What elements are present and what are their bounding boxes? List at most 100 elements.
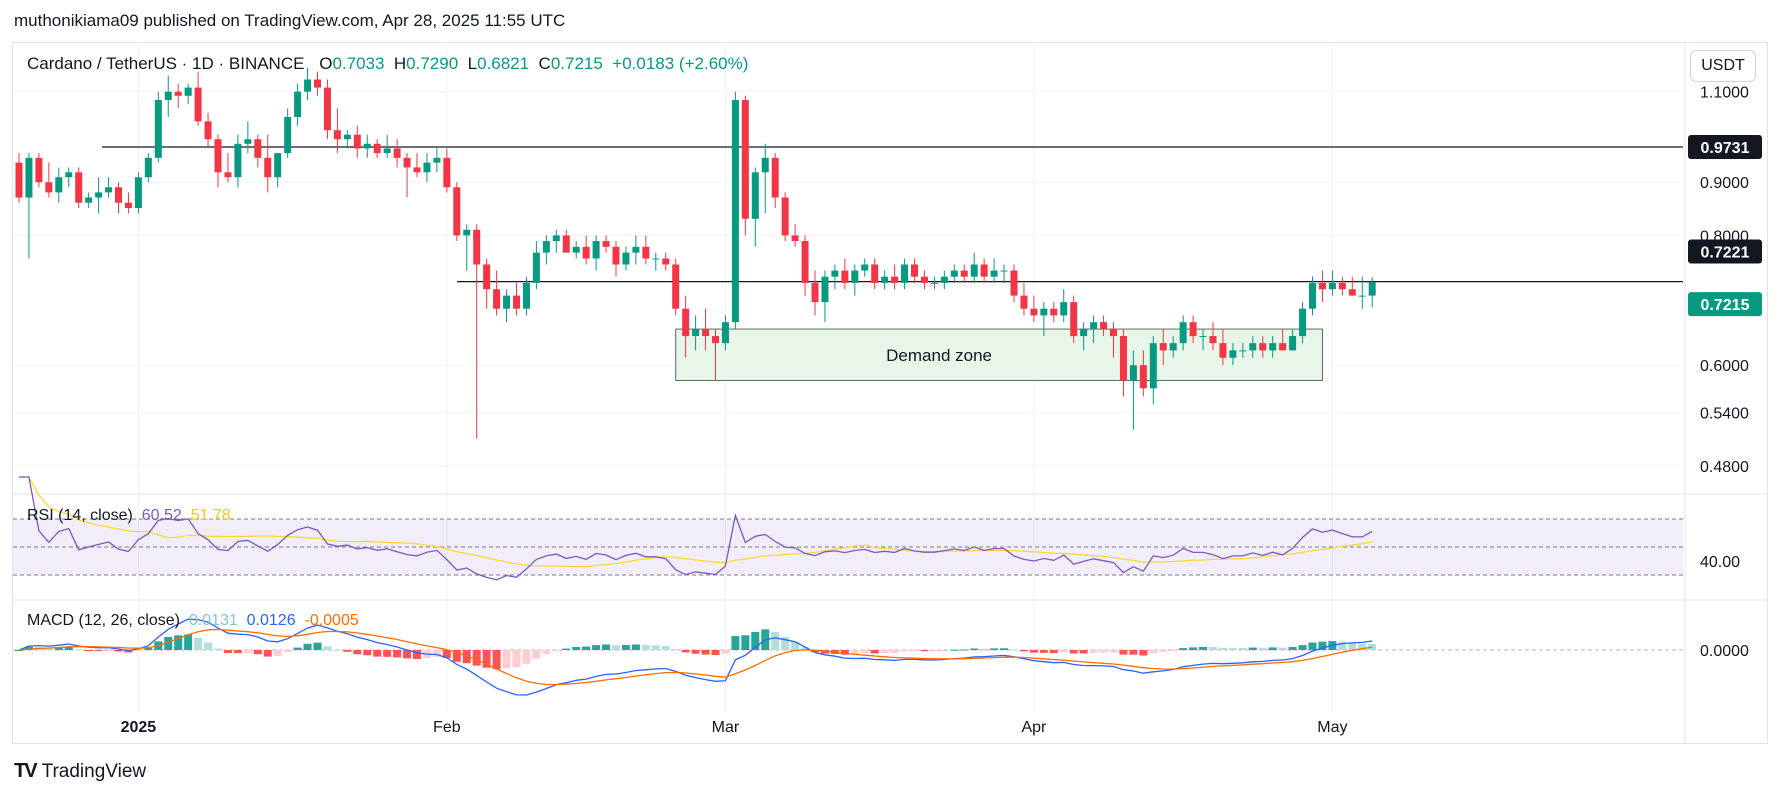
macd-hist-bar (233, 650, 242, 654)
resistance-price-badge: 0.9731 (1701, 140, 1750, 157)
macd-hist-bar (413, 650, 421, 659)
candle-body (592, 241, 600, 259)
macd-hist-bar (920, 650, 929, 652)
symbol-legend: Cardano / TetherUS · 1D · BINANCE O0.703… (27, 54, 748, 74)
rsi-ma-value: 51.78 (190, 507, 231, 524)
macd-hist-bar (1218, 647, 1227, 650)
candle-body (1050, 308, 1058, 316)
macd-hist-bar (1079, 650, 1088, 654)
candle-body (751, 172, 759, 219)
candle-body (672, 264, 680, 309)
macd-hist-bar (811, 650, 819, 653)
candle-body (821, 276, 829, 303)
tradingview-logo-icon: TV (14, 760, 38, 782)
candle-body (1020, 295, 1028, 309)
candle-body (413, 167, 421, 173)
macd-hist-bar (15, 650, 23, 651)
candle-body (164, 91, 172, 100)
macd-hist-bar (204, 642, 213, 650)
candle-body (85, 197, 93, 203)
candle-body (373, 143, 381, 154)
macd-hist-bar (1358, 643, 1367, 650)
macd-hist-bar (1368, 643, 1377, 650)
candle-body (1189, 322, 1197, 337)
close-value: 0.7215 (550, 54, 603, 73)
macd-hist-bar (492, 650, 501, 670)
candle-body (642, 246, 650, 259)
candle-body (314, 79, 321, 88)
time-tick-label: Feb (433, 719, 461, 736)
candle-body (393, 148, 401, 158)
macd-hist-bar (552, 650, 561, 651)
candle-body (45, 182, 53, 193)
candle-body (712, 336, 719, 344)
macd-value: 0.0126 (246, 612, 296, 629)
candle-body (513, 295, 520, 309)
macd-hist-bar (283, 650, 292, 653)
candle-body (1328, 282, 1336, 290)
macd-hist-bar (602, 644, 611, 650)
candle-body (323, 87, 331, 131)
time-tick-label: Apr (1021, 719, 1047, 736)
macd-hist-bar (164, 636, 173, 650)
candle-body (274, 153, 282, 178)
macd-hist-bar (383, 650, 392, 657)
candle-body (1159, 343, 1167, 351)
candle-body (761, 157, 769, 173)
macd-hist-bar (771, 631, 780, 650)
currency-button[interactable]: USDT (1690, 50, 1756, 82)
candle-body (1209, 336, 1217, 344)
last-price-badge: 0.7215 (1701, 297, 1750, 314)
candle-body (891, 276, 899, 283)
candle-body (920, 276, 928, 283)
macd-hist-bar (1298, 645, 1307, 650)
candle-body (473, 229, 481, 265)
macd-hist-bar (64, 647, 73, 650)
macd-hist-bar (363, 650, 372, 656)
candle-body (682, 308, 690, 337)
candle-body (1219, 343, 1227, 358)
demand-zone-label: Demand zone (886, 346, 992, 365)
macd-hist-bar (661, 645, 670, 650)
candle-body (443, 157, 451, 188)
macd-hist-bar (1159, 650, 1168, 652)
candle-body (970, 264, 978, 277)
candle-body (105, 187, 113, 193)
macd-hist-bar (1010, 649, 1018, 651)
macd-hist-bar (522, 650, 531, 664)
candle-body (1229, 350, 1237, 358)
macd-hist-bar (741, 635, 750, 650)
candle-body (960, 270, 968, 277)
candle-body (244, 139, 252, 144)
macd-hist-bar (323, 646, 332, 650)
candle-body (25, 157, 33, 198)
rsi-ma-line (19, 476, 1373, 568)
candle-body (493, 289, 501, 309)
macd-hist-bar (303, 643, 312, 650)
candle-body (911, 264, 918, 277)
macd-hist-bar (1029, 650, 1038, 653)
price-tick-label: 0.6000 (1700, 358, 1749, 375)
horizontal-lines (102, 146, 1683, 283)
candle-body (333, 130, 341, 140)
macd-hist-bar (1338, 641, 1347, 650)
candle-body (264, 157, 272, 178)
tradingview-logo[interactable]: TV TradingView (14, 760, 146, 783)
macd-hist-bar (403, 650, 412, 659)
macd-hist-bar (1288, 646, 1297, 650)
rsi-legend: RSI (14, close) 60.52 51.78 (27, 507, 231, 525)
macd-hist-bar (990, 648, 999, 650)
macd-hist-bar (1209, 646, 1217, 650)
macd-hist-bar (631, 644, 640, 650)
macd-hist-bar (711, 650, 720, 656)
macd-hist-bar (442, 650, 451, 659)
macd-hist-bar (1238, 647, 1247, 650)
candle-body (254, 139, 262, 158)
macd-hist-bar (263, 650, 272, 657)
candle-body (572, 246, 580, 253)
candle-body (871, 264, 879, 283)
macd-signal-line (18, 628, 1373, 686)
demand-zone: Demand zone (675, 328, 1323, 381)
resistance-price-badge-bg (1688, 134, 1762, 159)
